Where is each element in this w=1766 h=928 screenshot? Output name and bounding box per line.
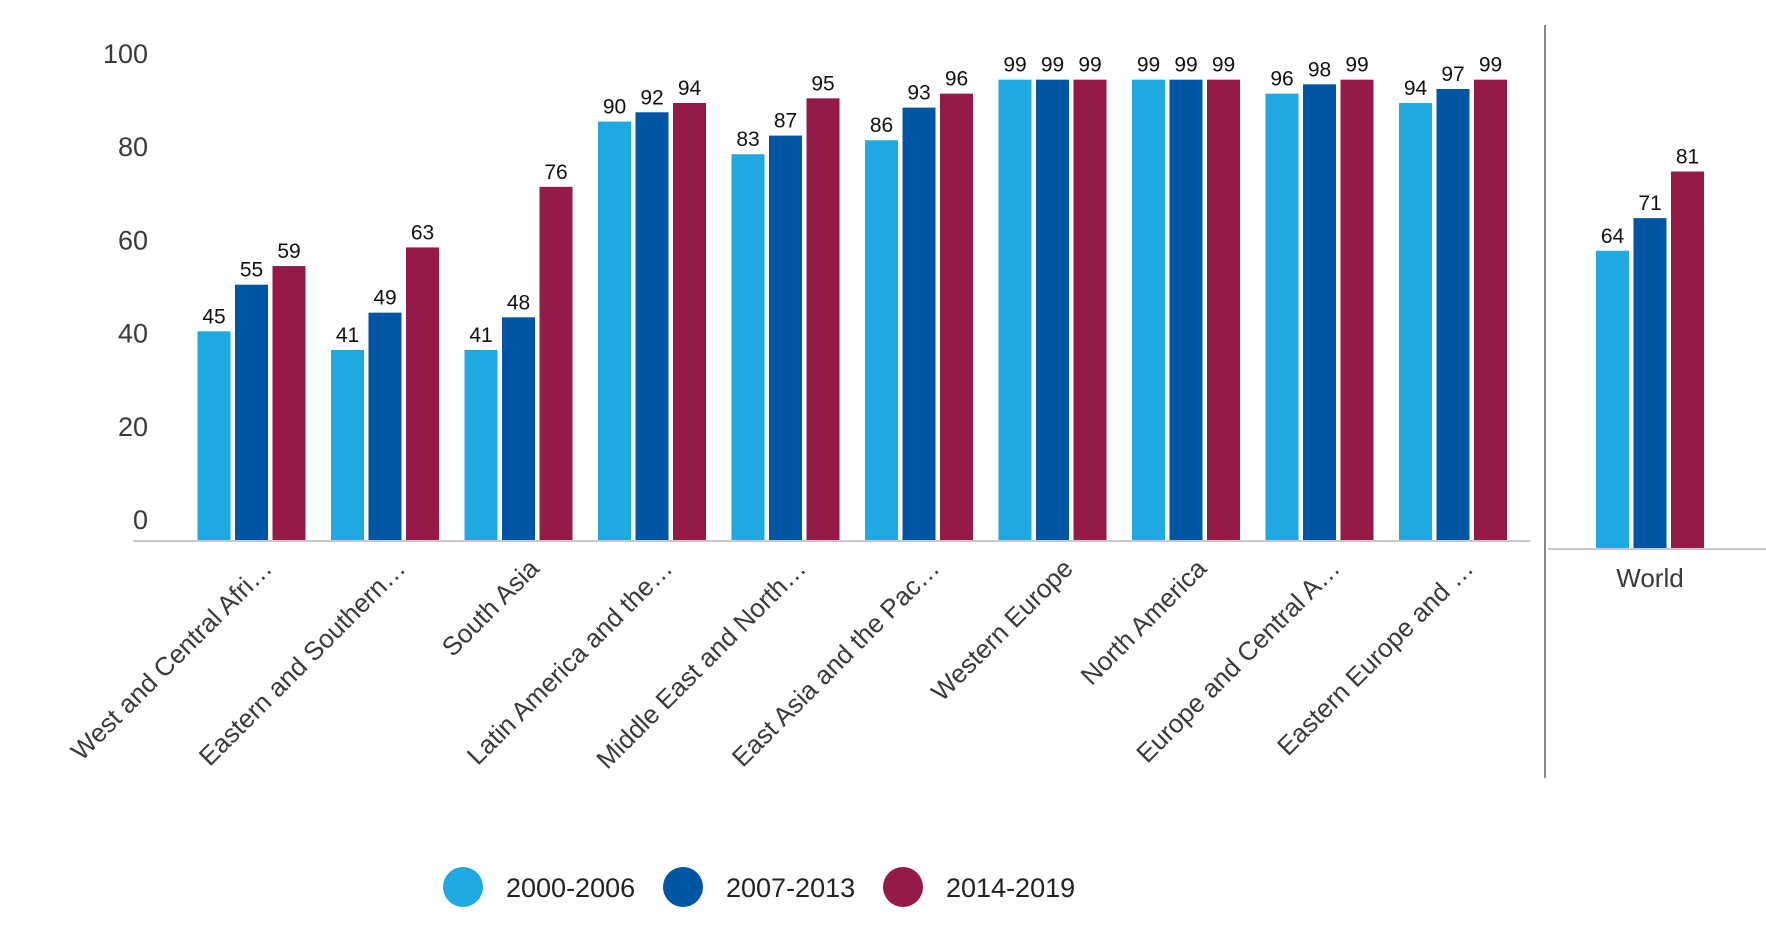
y-tick-label: 40 (118, 319, 148, 349)
bar-2000-2006 (1399, 102, 1432, 542)
bar-2014-2019 (1340, 79, 1374, 541)
bar-2000-2006 (865, 140, 898, 542)
legend-swatch (883, 867, 923, 907)
value-label: 99 (1078, 54, 1101, 77)
value-label: 64 (1601, 225, 1625, 248)
y-axis: 0 20 40 60 80 100 (103, 39, 148, 535)
bar-2000-2006 (1596, 250, 1629, 549)
y-tick-label: 80 (118, 132, 148, 162)
value-label: 63 (411, 221, 434, 244)
legend-label: 2000-2006 (506, 873, 635, 903)
category-label: North America (1075, 553, 1213, 691)
bar-2007-2013 (1303, 84, 1336, 541)
category-label: World (1616, 563, 1683, 593)
bar-2014-2019 (1474, 79, 1507, 541)
bar-2007-2013 (235, 284, 268, 541)
world-value-labels: 64 71 81 (1601, 146, 1699, 248)
value-label: 94 (1404, 77, 1428, 100)
value-label: 99 (1479, 54, 1502, 77)
value-label: 96 (1270, 68, 1293, 91)
value-label: 97 (1441, 63, 1464, 86)
bar-2014-2019 (806, 98, 840, 542)
bar-2007-2013 (502, 317, 535, 541)
bar-2014-2019 (1671, 171, 1704, 550)
bar-2014-2019 (539, 186, 573, 541)
value-label: 99 (1174, 54, 1197, 77)
value-label: 92 (640, 86, 663, 109)
bar-2000-2006 (731, 154, 765, 541)
value-label: 48 (507, 291, 530, 314)
legend-swatch (443, 867, 483, 907)
bar-2007-2013 (769, 135, 802, 541)
y-tick-label: 0 (133, 505, 148, 535)
legend-label: 2014-2019 (946, 873, 1075, 903)
main-value-labels: 45 55 59 41 49 63 41 48 76 90 92 94 83 87 95 86 93 96 99 99… (202, 54, 1502, 347)
bar-2007-2013 (635, 112, 669, 541)
legend: 2000-2006 2007-2013 2014-2019 (443, 867, 1075, 907)
legend-swatch (663, 867, 703, 907)
value-label: 71 (1638, 192, 1661, 215)
bar-2000-2006 (197, 331, 231, 541)
value-label: 99 (1345, 54, 1368, 77)
bar-2000-2006 (464, 349, 498, 541)
y-tick-label: 100 (103, 39, 148, 69)
bar-2000-2006 (331, 349, 364, 541)
value-label: 55 (240, 259, 263, 282)
value-label: 99 (1003, 54, 1026, 77)
main-plot (197, 79, 1507, 542)
y-tick-label: 60 (118, 225, 148, 255)
bar-2007-2013 (1436, 88, 1470, 541)
bar-2007-2013 (1633, 218, 1667, 549)
value-label: 98 (1308, 58, 1331, 81)
value-label: 45 (202, 305, 225, 328)
value-label: 87 (774, 110, 797, 133)
value-label: 83 (736, 128, 759, 151)
bar-2014-2019 (1073, 79, 1107, 541)
bar-2000-2006 (598, 121, 631, 541)
legend-label: 2007-2013 (726, 873, 855, 903)
bar-2014-2019 (272, 266, 306, 541)
value-label: 41 (469, 324, 492, 347)
bar-2014-2019 (940, 93, 973, 541)
bar-2000-2006 (998, 79, 1032, 541)
value-label: 99 (1137, 54, 1160, 77)
value-label: 59 (277, 240, 300, 263)
bar-2000-2006 (1265, 93, 1299, 541)
bar-2007-2013 (902, 107, 936, 542)
bar-2014-2019 (406, 247, 439, 542)
value-label: 81 (1676, 146, 1699, 169)
world-category-labels: World (1616, 563, 1683, 593)
bar-2014-2019 (1207, 79, 1240, 541)
value-label: 86 (870, 114, 893, 137)
value-label: 99 (1212, 54, 1235, 77)
y-tick-label: 20 (118, 412, 148, 442)
value-label: 41 (336, 324, 359, 347)
value-label: 76 (544, 161, 567, 184)
value-label: 49 (373, 287, 396, 310)
bar-2007-2013 (1036, 79, 1069, 541)
main-category-labels: West and Central Afri…Eastern and Southe… (65, 553, 1479, 775)
bar-2007-2013 (1169, 79, 1203, 541)
bar-2014-2019 (673, 102, 706, 542)
category-label: Western Europe (925, 553, 1079, 707)
world-plot (1596, 171, 1704, 550)
value-label: 96 (945, 68, 968, 91)
bar-2000-2006 (1132, 79, 1165, 541)
value-label: 93 (907, 82, 930, 105)
value-label: 99 (1041, 54, 1064, 77)
category-label: South Asia (436, 553, 545, 662)
bar-2007-2013 (368, 312, 402, 541)
value-label: 90 (603, 96, 626, 119)
value-label: 94 (678, 77, 702, 100)
value-label: 95 (811, 72, 834, 95)
